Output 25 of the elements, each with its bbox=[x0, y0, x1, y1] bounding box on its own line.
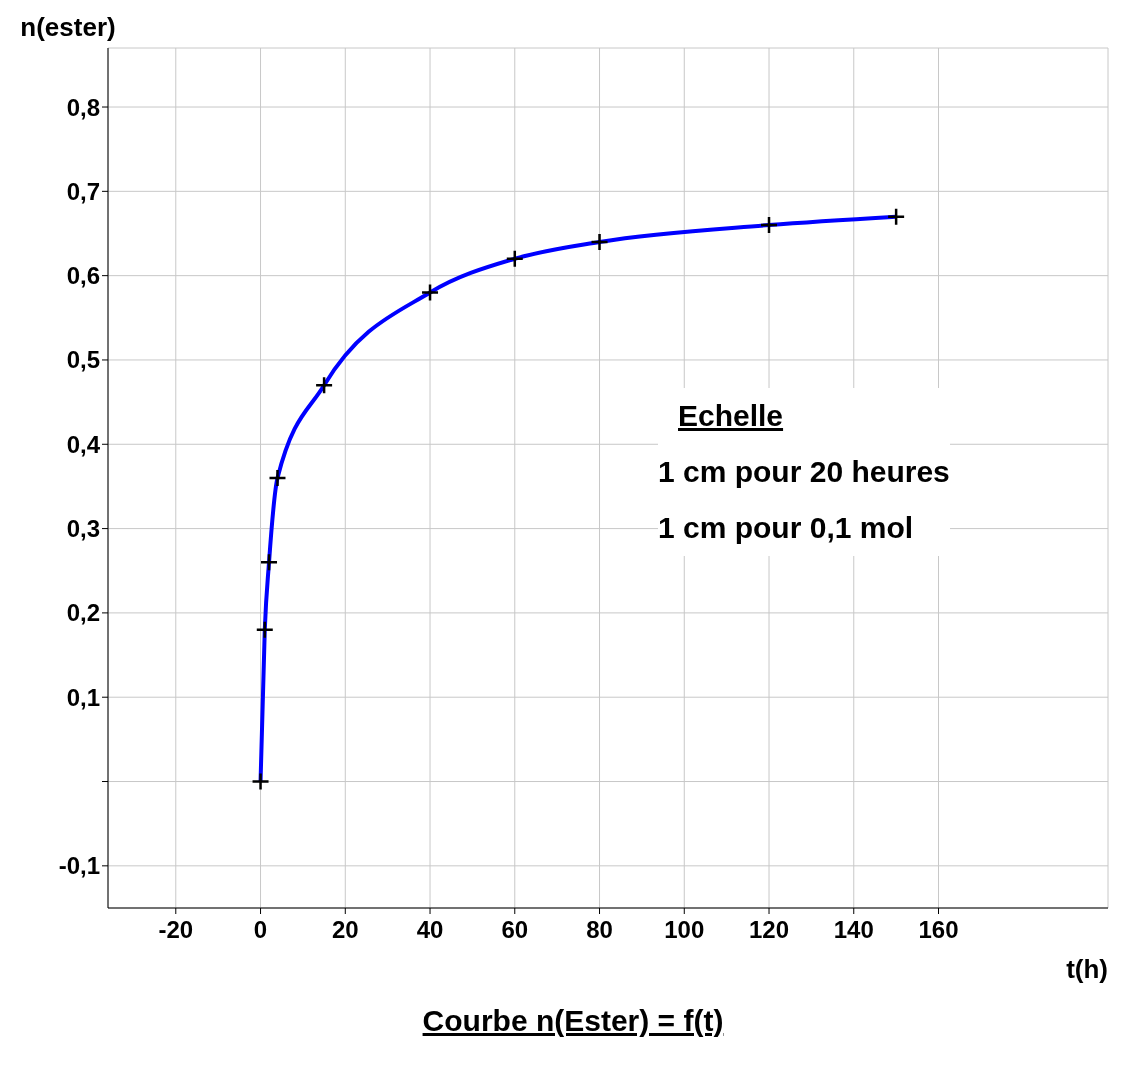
y-tick-label: 0,1 bbox=[66, 683, 100, 711]
y-tick-label: 0,4 bbox=[66, 430, 101, 458]
x-tick-label: 60 bbox=[501, 916, 529, 943]
x-tick-label: 160 bbox=[918, 916, 959, 943]
y-tick-label: 0,5 bbox=[66, 346, 100, 374]
x-tick-label: 140 bbox=[833, 916, 874, 943]
y-tick-label: 0,3 bbox=[66, 515, 100, 543]
y-axis-title: n(ester) bbox=[20, 12, 116, 42]
text: Courbe n(Ester) = f(t) bbox=[421, 1004, 725, 1038]
x-tick-label: 120 bbox=[748, 916, 790, 943]
y-tick-label: 0,2 bbox=[66, 599, 100, 627]
x-tick-label: 100 bbox=[664, 916, 705, 943]
annotation: Echelle bbox=[677, 398, 785, 434]
x-axis-title: t(h) bbox=[1066, 954, 1108, 984]
y-tick-label: -0,1 bbox=[58, 852, 100, 880]
x-tick-label: 40 bbox=[416, 916, 444, 943]
y-tick-label: 0,8 bbox=[66, 93, 100, 121]
annotation: 1 cm pour 0,1 mol bbox=[658, 510, 915, 546]
y-tick-label: 0,6 bbox=[66, 262, 100, 290]
y-tick-label: 0,7 bbox=[66, 177, 100, 205]
x-tick-label: 80 bbox=[586, 916, 613, 943]
x-tick-label: -20 bbox=[158, 916, 194, 943]
x-tick-label: 0 bbox=[253, 916, 268, 943]
annotation: 1 cm pour 20 heures bbox=[658, 454, 950, 490]
x-tick-label: 20 bbox=[331, 916, 359, 943]
